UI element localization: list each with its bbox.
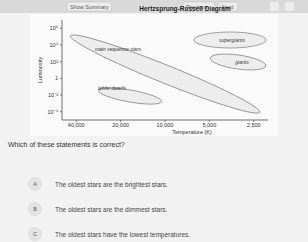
x-axis-label: Temperature (K): [172, 129, 212, 135]
y-tick-label: 10²: [50, 59, 58, 65]
y-tick: [60, 61, 62, 62]
region-outline: [67, 27, 263, 120]
zoom-icon: [285, 2, 294, 11]
y-tick: [60, 111, 62, 112]
option-letter[interactable]: A: [33, 181, 37, 187]
y-tick: [60, 45, 62, 46]
region-label: main sequence stars: [95, 46, 142, 52]
y-tick: [60, 28, 62, 29]
toolbar-button[interactable]: [67, 2, 111, 11]
y-axis-label: Luminosity: [37, 57, 43, 84]
page: Show SummaryPreviousNextHertzsprung-Russ…: [0, 0, 308, 242]
chart-title: Hertzsprung-Russell Diagram: [139, 5, 231, 13]
option-badge[interactable]: [29, 178, 42, 191]
chart-background: [30, 14, 278, 136]
y-tick: [60, 95, 62, 96]
option-row[interactable]: [20, 200, 300, 218]
option-row[interactable]: [20, 225, 300, 242]
region-outline: [194, 32, 266, 48]
region-outline: [209, 51, 266, 73]
region-label: giants: [235, 59, 249, 65]
search-icon: [270, 2, 279, 11]
y-tick-label: 10⁶: [50, 25, 58, 31]
y-axis: [62, 20, 63, 120]
x-tick-label: 5,000: [202, 122, 216, 128]
toolbar-label[interactable]: Show Summary: [70, 4, 109, 10]
question: Which of these statements is correct?: [8, 141, 125, 148]
region-outline: [97, 85, 162, 108]
y-tick-label: 1: [55, 75, 58, 81]
y-tick-label: 10⁻²: [48, 92, 58, 98]
y-tick-label: 10⁻⁴: [48, 109, 59, 115]
region-label: supergiants: [219, 37, 245, 43]
plot-area: [67, 27, 267, 120]
toolbar: [0, 0, 308, 13]
x-tick-label: 10,000: [157, 122, 174, 128]
option-text[interactable]: The oldest stars are the brightest stars…: [55, 181, 168, 189]
option-badge[interactable]: [29, 228, 42, 241]
option-text[interactable]: The oldest stars have the lowest tempera…: [55, 231, 190, 239]
x-tick-label: 40,000: [68, 122, 85, 128]
x-tick-label: 20,000: [112, 122, 129, 128]
option-letter[interactable]: C: [33, 231, 37, 237]
option-text[interactable]: The oldest stars are the dimmest stars.: [55, 206, 168, 213]
option-badge[interactable]: [29, 203, 42, 216]
x-tick-label: 2,500: [247, 122, 261, 128]
option-row[interactable]: [20, 175, 300, 193]
option-letter[interactable]: B: [33, 206, 37, 212]
y-tick-label: 10⁴: [50, 42, 59, 48]
y-tick: [60, 78, 62, 79]
region-label: white dwarfs: [98, 85, 126, 91]
